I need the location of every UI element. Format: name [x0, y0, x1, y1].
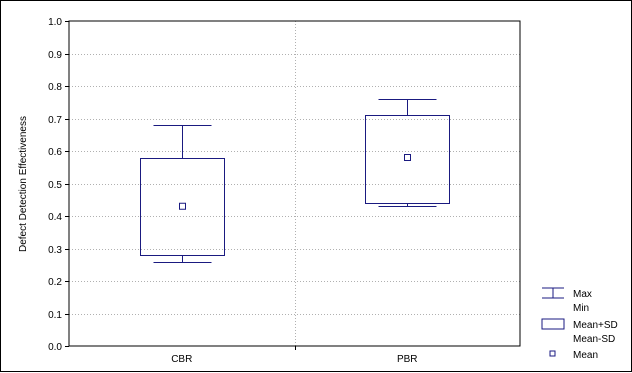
legend-whisker-symbol [542, 287, 564, 299]
y-tick-label: 0.7 [48, 115, 62, 126]
y-tick-label: 0.1 [48, 310, 62, 321]
y-tick-label: 0.5 [48, 180, 62, 191]
sd-box [140, 158, 225, 256]
legend-mean-plus-sd-label: Mean+SD [573, 320, 618, 331]
y-tick-label: 0.0 [48, 342, 62, 353]
y-tick-label: 0.2 [48, 277, 62, 288]
legend: Max Min Mean+SD Mean-SD Mean [541, 287, 618, 361]
box-pbr [365, 99, 450, 207]
legend-min-label: Min [573, 303, 589, 314]
y-tick-label: 0.3 [48, 245, 62, 256]
x-tick-label: CBR [171, 354, 192, 365]
y-tick-label: 0.4 [48, 212, 62, 223]
y-axis-label: Defect Detection Effectiveness [18, 116, 29, 252]
y-tick-label: 0.9 [48, 50, 62, 61]
mean-marker [404, 154, 411, 161]
sd-box [365, 115, 450, 204]
y-axis: 0.0 0.1 0.2 0.3 0.4 0.5 0.6 0.7 0.8 0.9 1.0 [48, 17, 69, 353]
legend-max-label: Max [573, 289, 592, 300]
legend-mean-symbol [549, 350, 556, 357]
legend-box-symbol [541, 318, 565, 330]
box-cbr [140, 125, 225, 263]
y-tick-label: 1.0 [48, 17, 62, 28]
legend-mean-minus-sd-label: Mean-SD [573, 334, 615, 345]
plot-area [68, 20, 521, 347]
mean-marker [179, 202, 186, 210]
y-tick-label: 0.8 [48, 82, 62, 93]
y-tick-label: 0.6 [48, 147, 62, 158]
x-tick-label: PBR [397, 354, 418, 365]
boxes [140, 99, 450, 263]
x-axis: CBR PBR [171, 346, 418, 365]
grid-lines [69, 21, 520, 346]
legend-mean-label: Mean [573, 350, 598, 361]
